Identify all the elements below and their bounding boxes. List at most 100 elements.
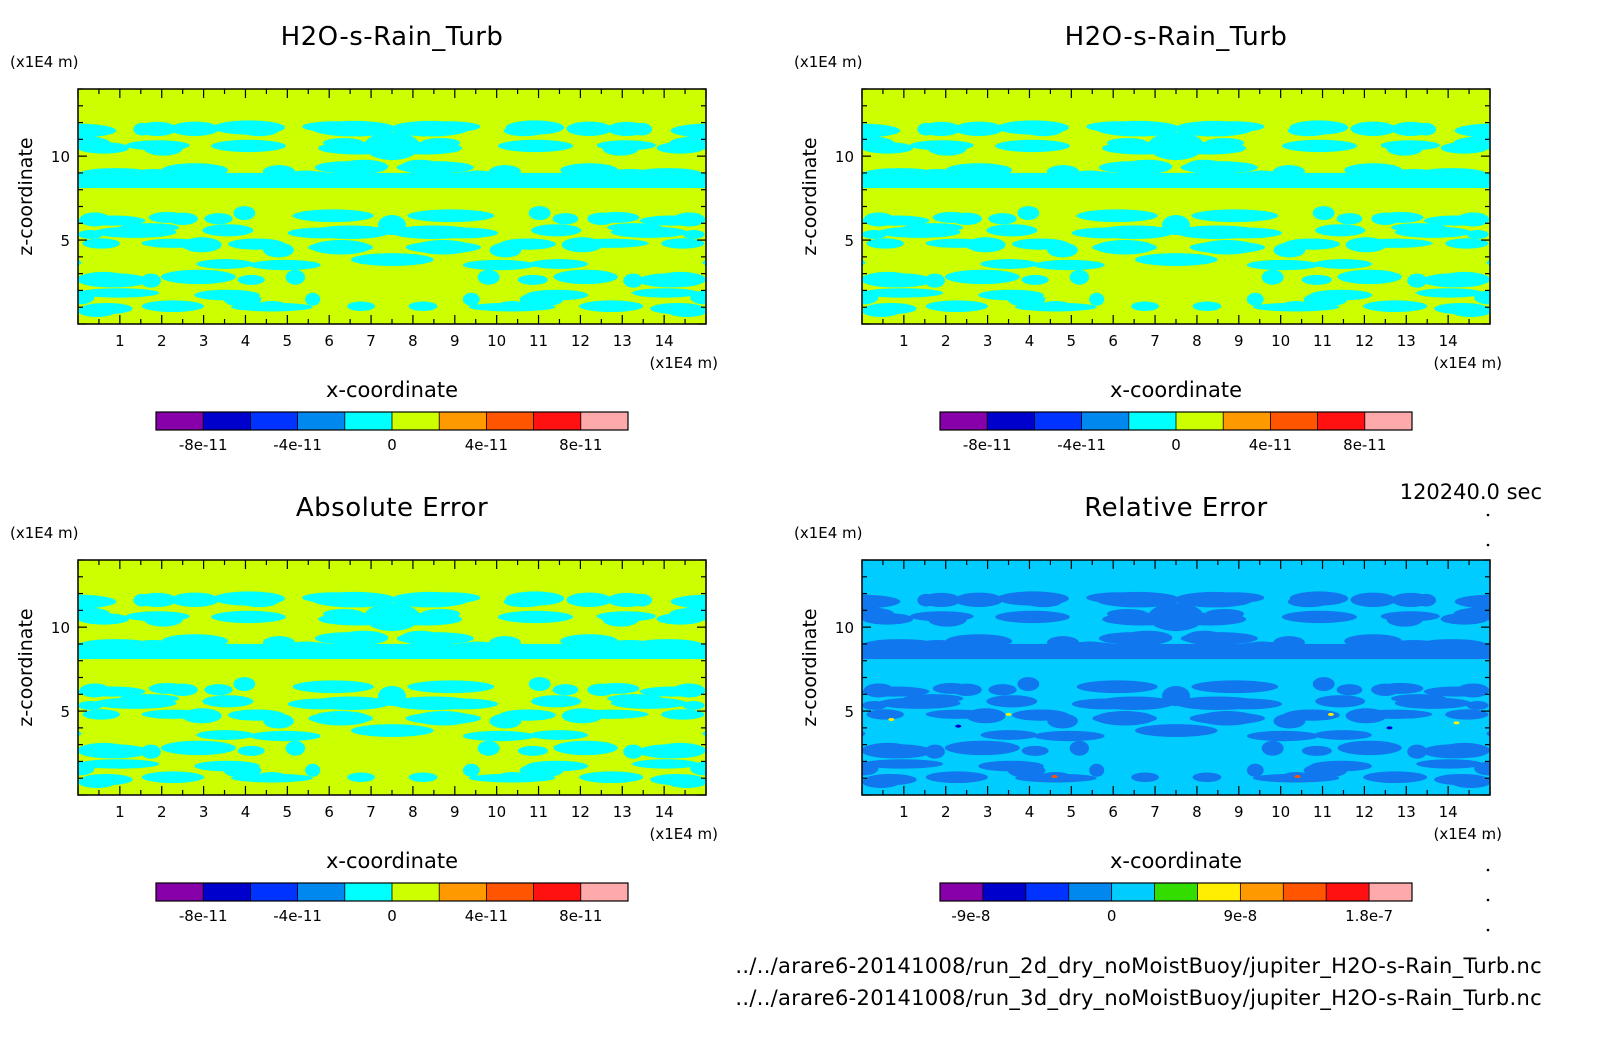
feature-patch xyxy=(594,682,640,694)
feature-patch xyxy=(1468,172,1490,184)
x-tick-label: 12 xyxy=(571,803,590,821)
feature-patch xyxy=(1445,238,1489,249)
colorbar-tick-label: 4e-11 xyxy=(1249,436,1292,454)
feature-patch xyxy=(78,288,160,298)
x-tick-label: 5 xyxy=(283,332,293,350)
feature-patch xyxy=(924,744,945,759)
feature-patch xyxy=(78,643,99,655)
x-tick-label: 1 xyxy=(899,803,909,821)
chart-title: Absolute Error xyxy=(296,493,488,523)
feature-patch xyxy=(863,212,895,227)
colorbar-swatch xyxy=(1154,883,1198,901)
feature-patch xyxy=(161,634,229,648)
feature-patch xyxy=(909,140,974,151)
x-tick-label: 8 xyxy=(1192,803,1202,821)
feature-patch xyxy=(347,772,375,782)
feature-patch xyxy=(944,740,1020,756)
feature-patch xyxy=(866,238,904,249)
feature-patch xyxy=(862,643,883,655)
feature-patch xyxy=(364,603,420,632)
x-tick-label: 6 xyxy=(1108,803,1118,821)
feature-patch xyxy=(503,125,546,137)
feature-patch xyxy=(1350,592,1396,608)
feature-patch xyxy=(1434,773,1489,786)
feature-patch xyxy=(1131,772,1159,782)
feature-patch xyxy=(140,744,161,759)
x-unit-label: (x1E4 m) xyxy=(649,825,718,843)
feature-patch xyxy=(314,161,383,174)
feature-patch xyxy=(255,772,288,783)
time-label: 120240.0 sec xyxy=(1399,480,1542,504)
feature-patch xyxy=(1303,292,1348,307)
chart-title: Relative Error xyxy=(1084,493,1268,523)
feature-patch xyxy=(566,592,612,608)
feature-patch xyxy=(421,137,461,148)
feature-patch xyxy=(305,763,321,777)
chart-title: H2O-s-Rain_Turb xyxy=(281,22,504,52)
feature-patch xyxy=(862,259,866,266)
x-axis-label: x-coordinate xyxy=(326,378,458,402)
colorbar-tick-label: -8e-11 xyxy=(963,436,1012,454)
feature-patch xyxy=(557,174,588,184)
feature-patch xyxy=(1107,608,1148,619)
feature-patch xyxy=(427,698,498,710)
y-tick-label: 10 xyxy=(51,619,70,637)
colorbar-swatch xyxy=(1025,883,1070,901)
feature-patch xyxy=(1344,634,1403,648)
feature-speck xyxy=(888,717,895,721)
x-tick-label: 7 xyxy=(1150,803,1160,821)
feature-patch xyxy=(560,163,619,177)
feature-patch xyxy=(1301,274,1332,285)
colorbar-tick-label: -9e-8 xyxy=(951,907,990,925)
feature-patch xyxy=(995,139,1070,153)
feature-patch xyxy=(1438,271,1490,287)
feature-patch xyxy=(421,608,461,619)
feature-patch xyxy=(1438,742,1490,758)
feature-patch xyxy=(1246,730,1320,742)
colorbar-tick-label: -4e-11 xyxy=(273,907,322,925)
feature-speck xyxy=(1294,775,1301,779)
feature-patch xyxy=(141,300,204,313)
colorbar-swatch xyxy=(344,412,393,430)
feature-patch xyxy=(477,740,500,756)
x-tick-label: 2 xyxy=(157,803,167,821)
feature-patch xyxy=(78,172,99,184)
heatmap-field xyxy=(862,89,1490,324)
x-tick-label: 14 xyxy=(655,803,674,821)
x-tick-label: 7 xyxy=(366,332,376,350)
feature-speck xyxy=(1453,721,1460,725)
colorbar-swatch xyxy=(1270,412,1319,430)
edge-dot xyxy=(1486,868,1490,872)
colorbar-swatch xyxy=(533,883,582,901)
feature-patch xyxy=(925,771,988,784)
feature-patch xyxy=(1315,695,1366,708)
feature-patch xyxy=(78,606,110,621)
feature-patch xyxy=(228,709,285,721)
feature-patch xyxy=(517,745,548,756)
y-axis-label: z-coordinate xyxy=(15,608,37,726)
feature-patch xyxy=(529,730,588,740)
feature-patch xyxy=(1350,121,1396,137)
x-tick-label: 8 xyxy=(408,332,418,350)
feature-patch xyxy=(1313,259,1372,269)
feature-patch xyxy=(954,121,1003,137)
feature-patch xyxy=(204,684,233,696)
feature-patch xyxy=(519,763,564,778)
colorbar-swatch xyxy=(580,412,629,430)
feature-patch xyxy=(631,593,653,607)
x-tick-label: 13 xyxy=(1397,332,1416,350)
feature-patch xyxy=(862,594,901,609)
x-tick-label: 2 xyxy=(941,332,951,350)
feature-patch xyxy=(396,161,474,174)
feature-patch xyxy=(233,677,256,692)
x-tick-label: 4 xyxy=(241,803,251,821)
feature-patch xyxy=(1356,709,1433,719)
feature-band xyxy=(862,172,1490,189)
feature-patch xyxy=(864,302,917,315)
colorbar-tick-label: -4e-11 xyxy=(1057,436,1106,454)
feature-patch xyxy=(631,122,653,136)
colorbar: -8e-11 -4e-11 0 4e-11 8e-11 xyxy=(155,882,629,925)
feature-patch xyxy=(670,594,706,609)
feature-band xyxy=(862,643,1490,660)
field-background xyxy=(78,89,706,324)
